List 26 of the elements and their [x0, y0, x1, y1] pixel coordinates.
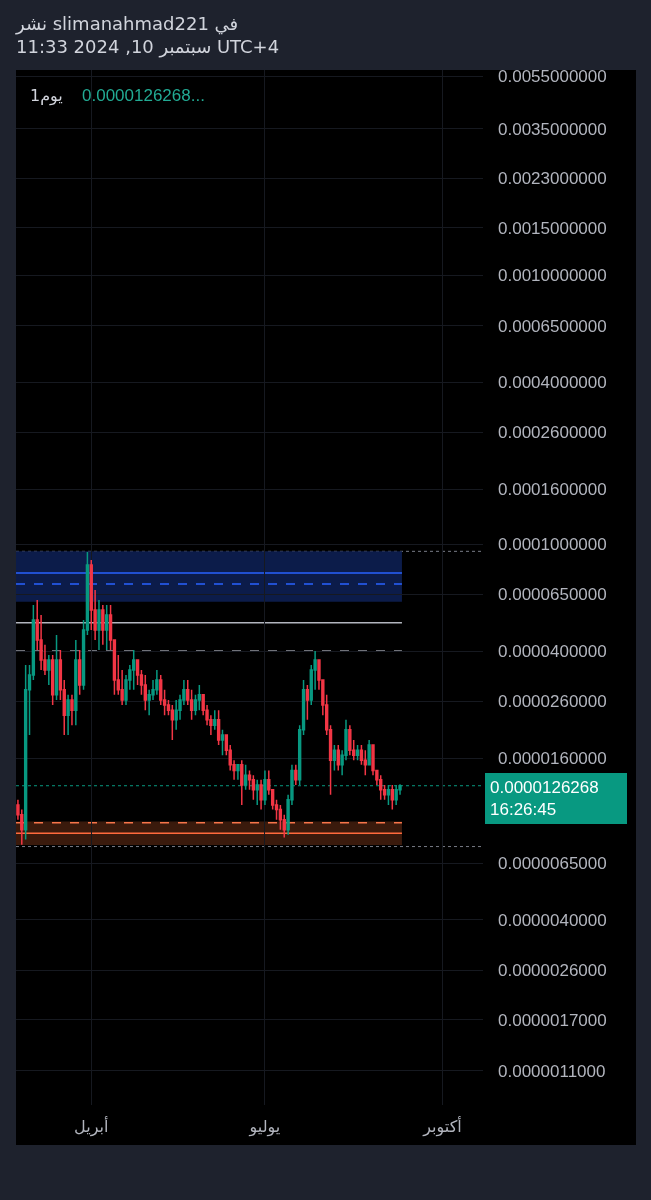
text: 1يوم: [30, 86, 63, 106]
y-tick-label: 0.0010000000: [498, 266, 607, 286]
y-tick-label: 0.0006500000: [498, 316, 607, 336]
y-tick-label: 0.0035000000: [498, 119, 607, 139]
y-tick-label: 0.0000011000: [498, 1061, 606, 1081]
x-tick-label: أبريل: [74, 1116, 109, 1137]
y-tick-label: 0.0023000000: [498, 168, 607, 188]
y-tick-label: 0.0000160000: [498, 749, 607, 769]
y-tick-label: 0.0000040000: [498, 910, 607, 930]
annotation: 0.0000126268...: [82, 86, 205, 105]
y-tick-label: 0.0002600000: [498, 423, 607, 443]
chart-title: نشر slimanahmad221 في سبتمبر 10, 2024 11:33 UTC+4: [15, 13, 280, 59]
y-tick-label: 0.0001000000: [498, 535, 607, 555]
x-tick-label: يوليو: [248, 1117, 281, 1137]
ref-line-label: 0.0000126268 16:26:45: [490, 778, 599, 820]
y-tick-label: 0.0000017000: [498, 1010, 607, 1030]
y-tick-label: 0.0004000000: [498, 373, 607, 393]
y-tick-label: 0.0015000000: [498, 218, 607, 238]
y-tick-label: 0.0000065000: [498, 854, 607, 874]
y-tick-label: 0.0000260000: [498, 692, 607, 712]
y-tick-label: 0.0001600000: [498, 480, 607, 500]
y-tick-label: 0.0055000000: [498, 67, 607, 87]
y-tick-label: 0.0000650000: [498, 585, 607, 605]
y-tick-label: 0.0000400000: [498, 642, 607, 662]
x-tick-label: أكتوبر: [422, 1116, 462, 1137]
y-tick-label: 0.0000026000: [498, 961, 607, 981]
